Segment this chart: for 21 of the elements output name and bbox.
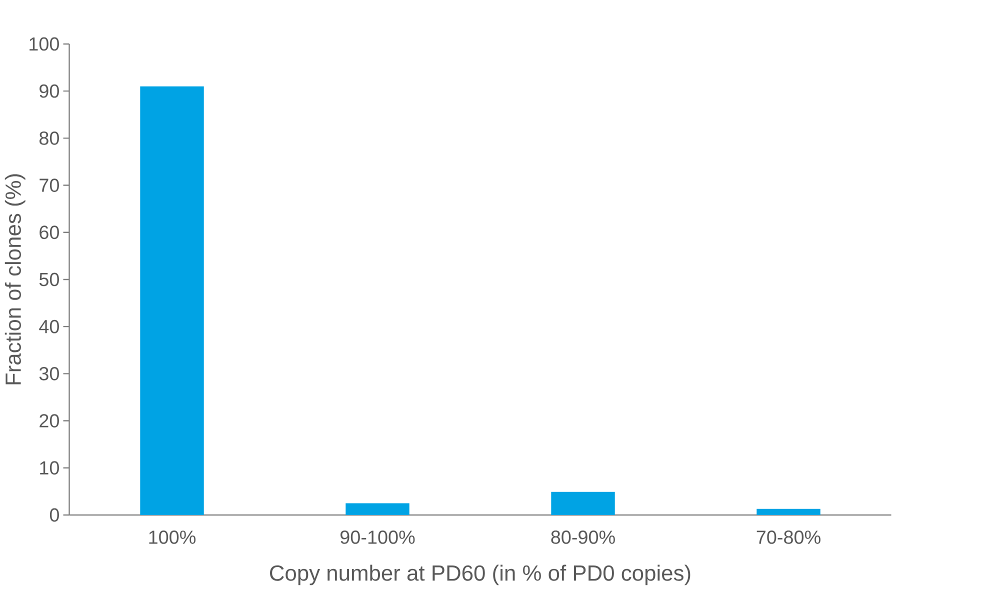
bar <box>140 86 204 515</box>
y-tick-label: 50 <box>39 272 59 286</box>
x-axis-title: Copy number at PD60 (in % of PD0 copies) <box>270 564 690 586</box>
y-axis-title: Fraction of clones (%) <box>4 174 26 384</box>
y-tick-label: 30 <box>39 366 59 380</box>
y-tick-label: 100 <box>30 37 59 51</box>
y-tick-label: 70 <box>40 178 59 192</box>
bar <box>551 492 615 515</box>
y-tick-label: 40 <box>39 320 59 334</box>
y-tick-label: 10 <box>40 461 59 475</box>
bar <box>756 508 820 515</box>
x-tick-label: 80-90% <box>551 530 615 544</box>
y-tick-label: 20 <box>40 414 59 428</box>
bar <box>346 503 410 515</box>
y-tick-label: 60 <box>40 226 59 240</box>
x-tick-label: 100% <box>149 530 196 544</box>
x-tick-label: 70-80% <box>756 530 820 544</box>
y-tick-label: 90 <box>40 84 59 98</box>
x-tick-label: 90-100% <box>340 530 415 544</box>
y-tick-label: 0 <box>50 508 59 522</box>
y-tick-label: 80 <box>40 131 59 145</box>
